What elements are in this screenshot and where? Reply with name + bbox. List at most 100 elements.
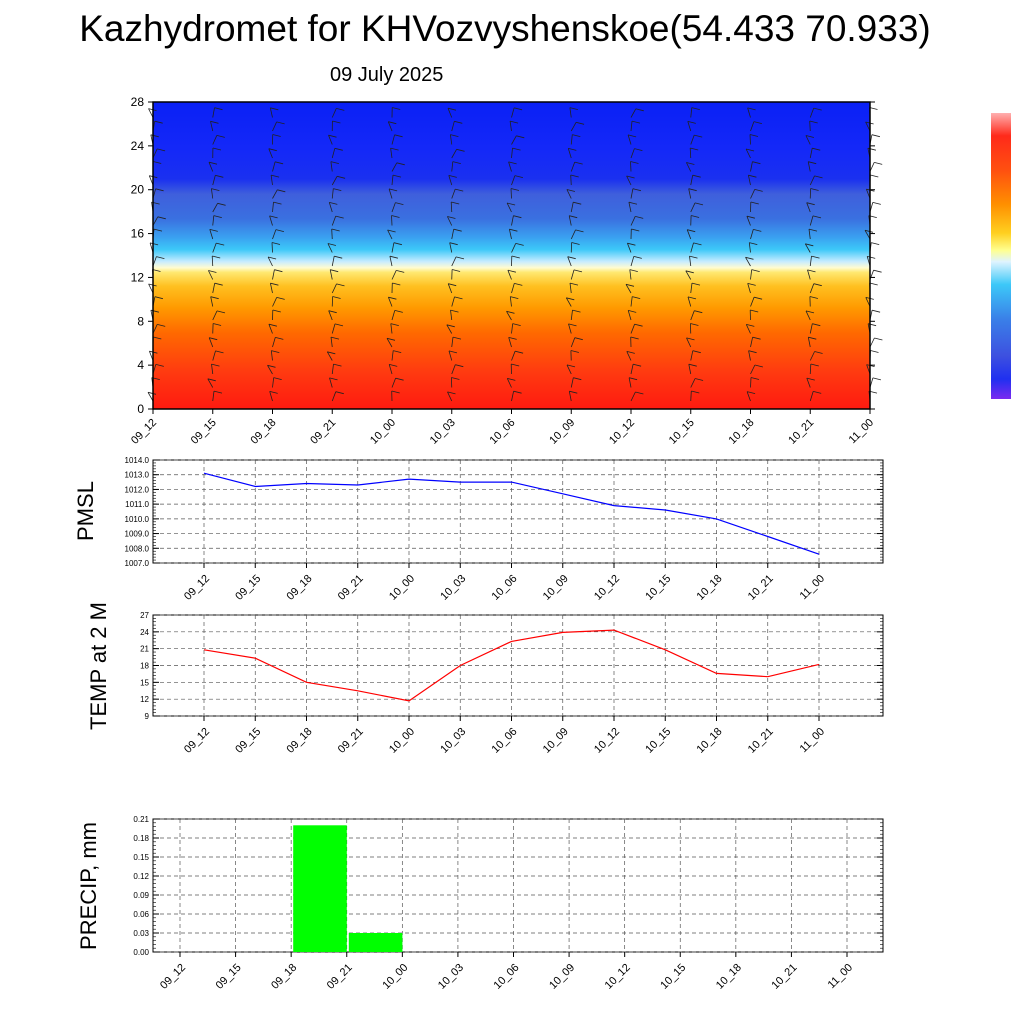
p4-xtick-label: 09_15 xyxy=(214,962,244,992)
p3-xtick-label: 09_15 xyxy=(233,726,263,756)
wind-barb-feather xyxy=(512,147,521,151)
wind-barb xyxy=(331,228,333,240)
wind-barb xyxy=(511,391,514,402)
wind-barb xyxy=(450,310,453,321)
wind-barb-feather xyxy=(869,107,878,110)
wind-barb-feather xyxy=(448,283,457,287)
wind-barb xyxy=(690,134,695,145)
wind-barb-feather xyxy=(569,390,578,394)
wind-barb-feather xyxy=(386,337,396,341)
wind-barb-feather xyxy=(747,391,756,394)
wind-barb xyxy=(388,364,393,375)
wind-barb xyxy=(750,189,756,199)
wind-barb-feather xyxy=(214,107,223,111)
wind-barb-feather xyxy=(271,350,280,353)
wind-barb-feather xyxy=(216,310,226,314)
wind-barb-feather xyxy=(327,351,336,355)
wind-barb xyxy=(328,135,333,145)
wind-barb xyxy=(809,363,812,375)
wind-barb xyxy=(447,108,453,118)
pmsl-series-line xyxy=(203,472,820,555)
wind-barb xyxy=(212,215,215,226)
wind-barb-feather xyxy=(211,188,220,191)
wind-barb xyxy=(451,149,457,159)
p4-xtick-label: 10_18 xyxy=(714,962,744,992)
wind-barb xyxy=(210,296,214,307)
wind-barb-feather xyxy=(388,121,397,125)
wind-barb-feather xyxy=(750,201,759,205)
wind-barb-feather xyxy=(808,336,817,340)
wind-barb xyxy=(272,161,276,172)
wind-barb-feather xyxy=(573,269,583,273)
wind-barb-feather xyxy=(687,229,696,233)
wind-barb-feather xyxy=(628,201,637,205)
wind-barb-feather xyxy=(212,255,221,259)
profile-ytick-label: 20 xyxy=(131,183,145,197)
wind-barb-feather xyxy=(747,107,756,111)
wind-barb-feather xyxy=(210,296,219,300)
wind-barb-feather xyxy=(631,120,641,124)
wind-barb-feather xyxy=(155,188,164,192)
wind-barb xyxy=(447,391,453,402)
wind-barb xyxy=(566,364,572,375)
wind-barb xyxy=(211,188,214,199)
wind-barb xyxy=(568,323,572,334)
wind-barb-feather xyxy=(809,120,818,124)
wind-barb xyxy=(746,391,751,402)
wind-barb xyxy=(567,256,572,267)
wind-barb-feather xyxy=(745,256,754,260)
wind-barb xyxy=(448,175,453,186)
p3-ytick-label: 9 xyxy=(145,712,150,721)
wind-barb-feather xyxy=(270,282,279,286)
wind-barb-feather xyxy=(455,364,464,368)
wind-barb xyxy=(207,378,214,388)
wind-barb-feather xyxy=(691,215,700,218)
wind-barb xyxy=(331,323,336,334)
wind-barb-feather xyxy=(754,296,763,300)
wind-barb-feather xyxy=(217,202,226,206)
wind-barb-feather xyxy=(153,228,163,232)
wind-barb xyxy=(208,162,214,172)
wind-barb-feather xyxy=(395,202,404,205)
wind-barb-feather xyxy=(569,107,578,110)
wind-barb-feather xyxy=(807,269,816,273)
wind-barb-feather xyxy=(570,174,579,178)
wind-barb xyxy=(511,175,516,186)
wind-barb-feather xyxy=(630,161,639,164)
wind-barb xyxy=(447,283,453,294)
wind-barb-feather xyxy=(389,364,398,367)
wind-barb-feather xyxy=(805,135,814,138)
wind-barb-feather xyxy=(334,255,343,259)
p4-xtick-label: 09_12 xyxy=(158,962,188,992)
wind-barb xyxy=(506,202,512,213)
p2-ytick-label: 1008.0 xyxy=(125,544,150,553)
wind-barb-feather xyxy=(805,310,815,314)
wind-barb-feather xyxy=(870,350,879,353)
wind-barb-feather xyxy=(455,188,464,192)
wind-barb-feather xyxy=(870,174,879,178)
wind-barb-feather xyxy=(691,282,701,286)
p4-xtick-label: 09_21 xyxy=(325,962,355,992)
wind-barb-feather xyxy=(510,296,519,299)
wind-barb xyxy=(689,147,692,159)
wind-barb-feather xyxy=(573,201,582,205)
wind-barb-feather xyxy=(625,283,635,287)
wind-barb xyxy=(626,175,632,186)
wind-barb xyxy=(690,202,696,213)
wind-barb-feather xyxy=(514,107,523,111)
wind-barb-feather xyxy=(572,134,581,137)
p2-xtick-label: 09_18 xyxy=(285,573,315,603)
profile-ytick-label: 28 xyxy=(131,95,145,109)
profile-xtick-label: 09_15 xyxy=(189,417,219,447)
wind-barb-feather xyxy=(213,390,223,394)
wind-barb xyxy=(690,283,693,294)
profile-xtick-label: 09_21 xyxy=(308,417,338,447)
wind-barb xyxy=(748,350,751,361)
wind-barb-feather xyxy=(574,161,583,165)
wind-barb xyxy=(506,311,512,321)
wind-barb-feather xyxy=(273,377,282,380)
wind-barb xyxy=(446,324,453,334)
wind-barb xyxy=(212,175,216,186)
wind-barb xyxy=(570,310,573,321)
wind-barb-feather xyxy=(215,350,224,354)
